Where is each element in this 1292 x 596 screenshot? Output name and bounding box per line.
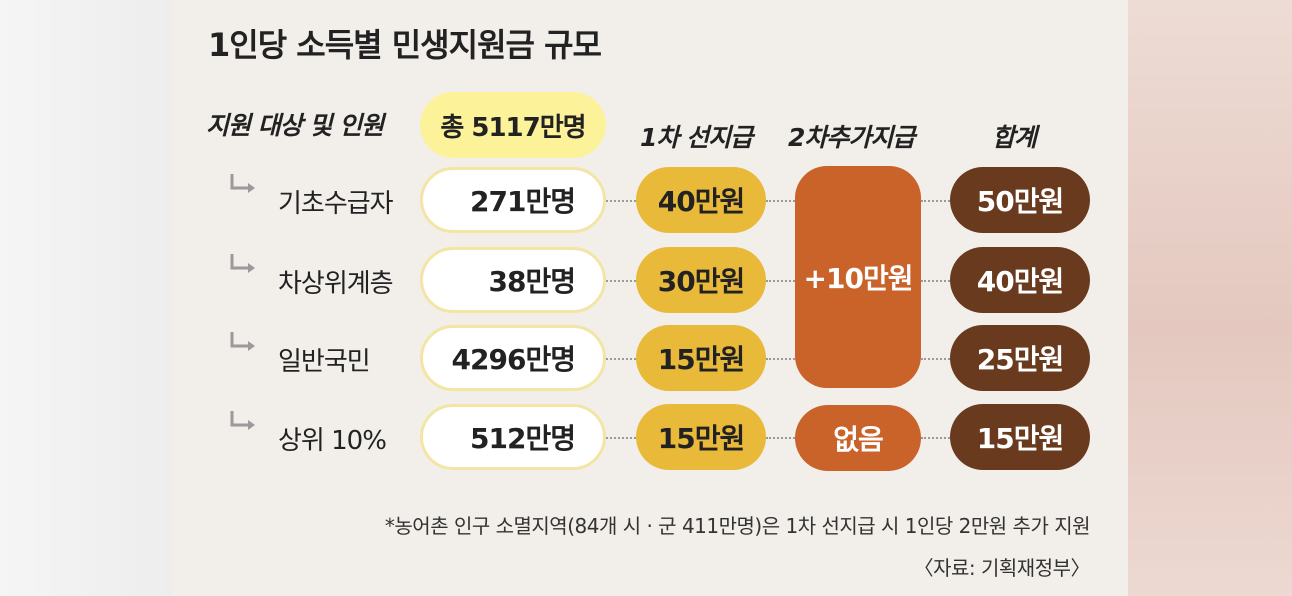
header-first-payment: 1차 선지급: [640, 123, 753, 152]
count-pill: 4296만명: [420, 325, 606, 391]
row-label: 기초수급자: [278, 189, 394, 219]
connector-dots: [766, 280, 795, 282]
footnote: *농어촌 인구 소멸지역(84개 시 · 군 411만명)은 1차 선지급 시 …: [384, 514, 1091, 538]
corner-arrow-icon: [228, 409, 258, 435]
connector-dots: [766, 437, 795, 439]
connector-dots: [606, 358, 636, 360]
corner-arrow-icon: [228, 330, 258, 356]
source-credit: 〈자료: 기획재정부〉: [913, 556, 1091, 580]
connector-dots: [921, 437, 950, 439]
first-payment-pill: 40만원: [636, 167, 766, 233]
connector-dots: [921, 358, 950, 360]
total-pill: 40만원: [950, 247, 1090, 313]
connector-dots: [766, 358, 795, 360]
connector-dots: [921, 280, 950, 282]
first-payment-pill: 15만원: [636, 325, 766, 391]
total-population-pill: 총 5117만명: [420, 92, 606, 158]
corner-arrow-icon: [228, 172, 258, 198]
total-pill: 25만원: [950, 325, 1090, 391]
connector-dots: [766, 200, 795, 202]
left-margin: [0, 0, 172, 596]
connector-dots: [606, 280, 636, 282]
second-payment-none: 없음: [795, 405, 921, 471]
right-margin: [1128, 0, 1292, 596]
header-total: 합계: [992, 123, 1037, 152]
count-pill: 38만명: [420, 247, 606, 313]
connector-dots: [606, 200, 636, 202]
connector-dots: [921, 200, 950, 202]
second-payment-common: +10만원: [795, 166, 921, 388]
header-second-payment: 2차추가지급: [788, 123, 915, 152]
row-label: 일반국민: [278, 347, 371, 377]
first-payment-pill: 30만원: [636, 247, 766, 313]
first-payment-pill: 15만원: [636, 404, 766, 470]
count-pill: 512만명: [420, 404, 606, 470]
corner-arrow-icon: [228, 252, 258, 278]
total-pill: 50만원: [950, 167, 1090, 233]
total-pill: 15만원: [950, 404, 1090, 470]
connector-dots: [606, 437, 636, 439]
header-target: 지원 대상 및 인원: [206, 111, 384, 140]
row-label: 상위 10%: [278, 426, 387, 456]
count-pill: 271만명: [420, 167, 606, 233]
row-label: 차상위계층: [278, 269, 394, 299]
infographic-title: 1인당 소득별 민생지원금 규모: [208, 26, 602, 64]
